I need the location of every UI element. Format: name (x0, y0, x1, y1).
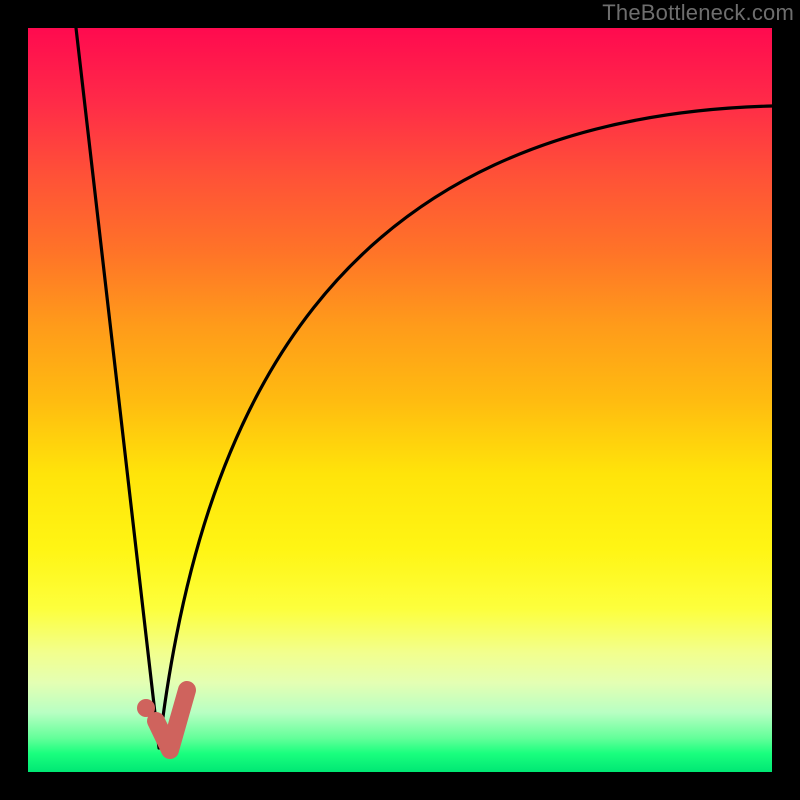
attribution-text: TheBottleneck.com (602, 0, 794, 26)
bottleneck-curve (28, 28, 772, 772)
plot-area (28, 28, 772, 772)
chart-container: TheBottleneck.com (0, 0, 800, 800)
